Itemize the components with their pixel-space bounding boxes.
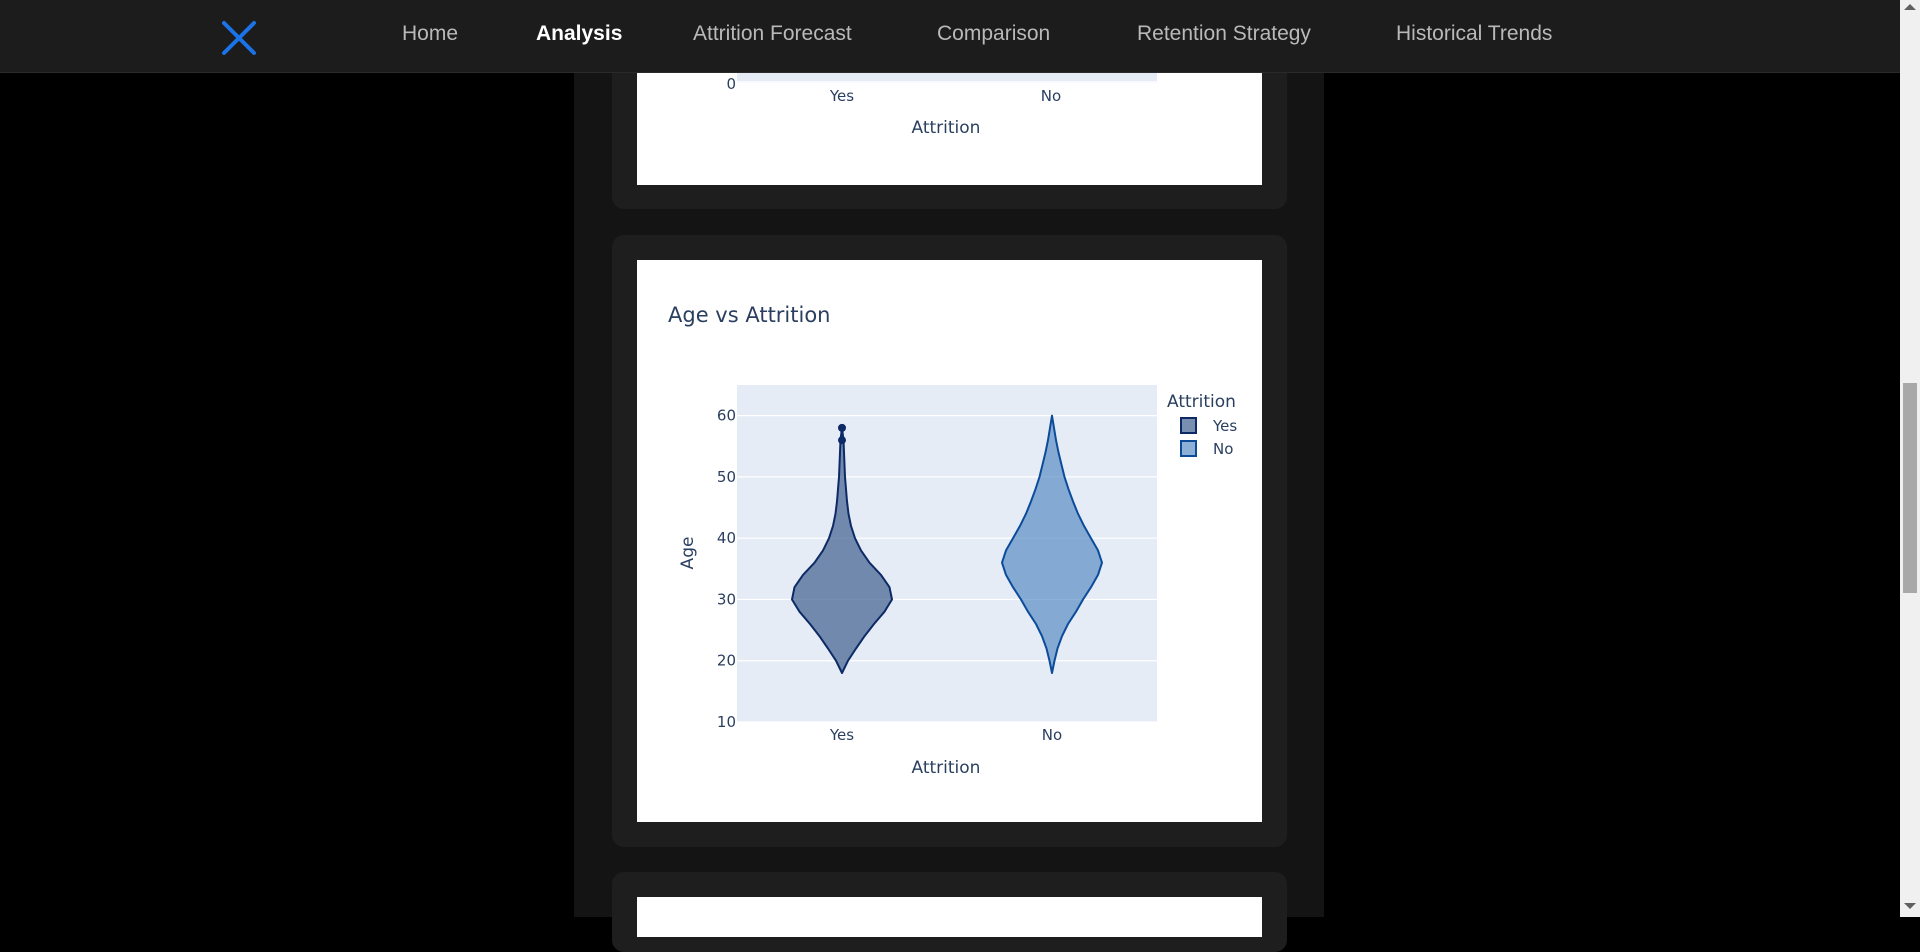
y-tick-20: 20	[717, 652, 736, 670]
legend-item-no[interactable]: No	[1180, 440, 1233, 458]
nav-retention-strategy[interactable]: Retention Strategy	[1137, 22, 1311, 45]
legend: Attrition Yes No	[1167, 392, 1237, 458]
age-vs-attrition-chart: Age vs Attrition 10 20 30 40 50 60 Yes No Attri…	[668, 303, 1237, 778]
top-navbar: Home Analysis Attrition Forecast Compari…	[0, 0, 1900, 73]
scrollbar-thumb[interactable]	[1903, 383, 1917, 593]
scroll-up-arrow-icon[interactable]	[1904, 4, 1916, 10]
x-tick-yes: Yes	[829, 726, 854, 744]
legend-title: Attrition	[1167, 392, 1236, 412]
y-tick-30: 30	[717, 590, 736, 608]
nav-comparison[interactable]: Comparison	[937, 22, 1051, 45]
outlier-point-yes-0	[838, 423, 846, 432]
x-tick-no: No	[1042, 726, 1062, 744]
legend-item-yes[interactable]: Yes	[1180, 417, 1237, 435]
close-x-icon[interactable]	[221, 20, 257, 56]
y-tick-0: 0	[726, 75, 736, 93]
legend-swatch-yes	[1180, 417, 1197, 434]
legend-label-no: No	[1213, 440, 1233, 458]
x-axis-label: Attrition	[912, 118, 981, 138]
nav-attrition-forecast[interactable]: Attrition Forecast	[693, 22, 852, 45]
x-tick-no: No	[1041, 87, 1061, 105]
legend-label-yes: Yes	[1212, 417, 1237, 435]
chart-panel-age-vs-attrition: Age vs Attrition 10 20 30 40 50 60 Yes No Attri…	[637, 260, 1262, 822]
legend-swatch-no	[1180, 440, 1197, 457]
y-tick-40: 40	[717, 529, 736, 547]
scroll-down-arrow-icon[interactable]	[1904, 903, 1916, 909]
nav-analysis[interactable]: Analysis	[536, 22, 623, 45]
chart-panel-next	[637, 897, 1262, 937]
x-axis-label: Attrition	[912, 758, 981, 778]
y-tick-50: 50	[717, 468, 736, 486]
x-tick-yes: Yes	[829, 87, 854, 105]
nav-historical-trends[interactable]: Historical Trends	[1396, 22, 1553, 45]
chart-title: Age vs Attrition	[668, 303, 831, 327]
y-tick-60: 60	[717, 407, 736, 425]
outlier-point-yes-1	[838, 436, 846, 445]
nav-home[interactable]: Home	[402, 22, 459, 45]
y-tick-10: 10	[717, 713, 736, 731]
violin-no	[1001, 414, 1103, 674]
y-axis-label: Age	[678, 537, 698, 570]
